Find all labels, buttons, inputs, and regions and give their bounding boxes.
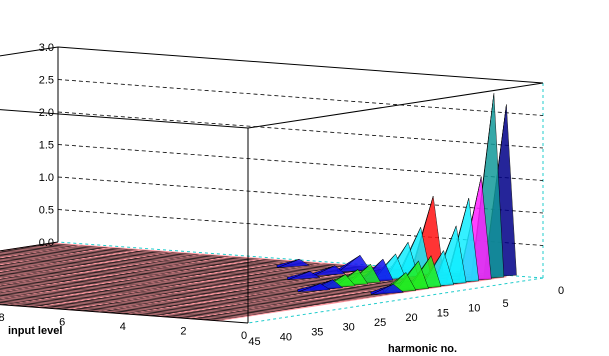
mesh-line-h: [0, 301, 231, 320]
mesh-line-h: [0, 270, 369, 299]
x-axis-label: harmonic no.: [388, 343, 457, 355]
floor-left-edge: [0, 241, 59, 252]
z-tick-label-4: 2.0: [39, 107, 54, 119]
x-tick-label-5: 25: [374, 317, 386, 329]
peak-23-face-right: [298, 283, 332, 293]
mesh-line-h: [0, 297, 250, 317]
peak-20-face-right: [371, 283, 405, 295]
gridline-z-5: [57, 79, 544, 116]
mesh-line-h: [0, 298, 243, 318]
mesh-line-l: [5, 260, 295, 306]
gridline-z-2: [57, 176, 544, 214]
mesh-line-h: [0, 300, 237, 319]
mesh-line-l: [0, 249, 143, 272]
z-tick-label-2: 1.0: [39, 172, 54, 184]
top-back-edge: [57, 46, 544, 84]
mesh-line-l: [0, 258, 264, 300]
peak-11-face-right: [277, 258, 311, 268]
y-tick-label-2: 4: [120, 321, 126, 333]
peak-8-face-right: [337, 254, 371, 273]
mesh-line-l: [0, 256, 234, 293]
mesh-line-l: [0, 244, 83, 259]
top-front-edge: [0, 109, 249, 129]
z-tick-label-0: 0.0: [39, 237, 54, 249]
mesh-line-h: [0, 292, 268, 314]
mesh-line-h: [0, 274, 350, 301]
x-tick-label-4: 20: [405, 312, 417, 324]
x-tick-label-0: 0: [558, 285, 564, 297]
x-tick-label-6: 30: [343, 322, 355, 334]
x-tick-label-7: 35: [311, 327, 323, 339]
gridline-z-3: [57, 144, 544, 181]
mesh-line-l: [96, 267, 386, 313]
x-tick-label-2: 10: [468, 303, 480, 315]
mesh-line-h: [0, 290, 281, 312]
mesh-line-h: [0, 284, 306, 308]
y-tick-label-3: 6: [59, 317, 65, 329]
peak-14-face-right: [312, 265, 346, 277]
mesh-line-h: [0, 295, 256, 316]
mesh-line-h: [0, 294, 262, 315]
y-axis-label: input level: [8, 325, 62, 337]
y-tick-label-4: 8: [0, 312, 5, 324]
x-tick-label-8: 40: [280, 331, 292, 343]
mesh-line-h: [0, 291, 275, 313]
mesh-line-h: [0, 278, 331, 304]
mesh-line-l: [35, 262, 325, 308]
mesh-line-h: [0, 281, 319, 306]
x-tick-label-3: 15: [437, 307, 449, 319]
x-tick-label-1: 5: [503, 298, 509, 310]
mesh-line-h: [0, 275, 344, 302]
mesh-line-h: [0, 282, 312, 307]
mesh-line-h: [0, 288, 287, 311]
mesh-line-l: [0, 247, 113, 265]
chart-tick-labels: 0.00.51.01.52.02.53.00246810121416051015…: [0, 42, 564, 348]
mesh-line-l: [0, 253, 204, 286]
chart-front-box: [0, 46, 249, 324]
peak-19-face-right: [287, 271, 321, 281]
floor-front-edge: [0, 304, 249, 324]
mesh-line-h: [0, 280, 325, 305]
z-tick-label-3: 1.5: [39, 140, 54, 152]
floor-right-edge: [247, 277, 544, 324]
z-tick-label-6: 3.0: [39, 42, 54, 54]
y-tick-label-1: 2: [180, 326, 186, 338]
top-right-edge: [247, 82, 544, 129]
mesh-line-h: [0, 277, 337, 303]
mesh-line-h: [0, 287, 294, 310]
mesh-line-h: [0, 285, 300, 309]
mesh-line-h: [0, 302, 224, 321]
mesh-line-l: [0, 251, 174, 279]
top-left-edge: [0, 46, 59, 57]
y-tick-label-0: 0: [241, 330, 247, 342]
mesh-line-h: [0, 271, 363, 300]
x-tick-label-9: 45: [248, 336, 260, 348]
z-tick-label-5: 2.5: [39, 75, 54, 87]
gridline-z-4: [57, 111, 544, 149]
z-tick-label-1: 0.5: [39, 205, 54, 217]
chart-surface: [0, 93, 517, 322]
mesh-line-h: [0, 272, 356, 300]
